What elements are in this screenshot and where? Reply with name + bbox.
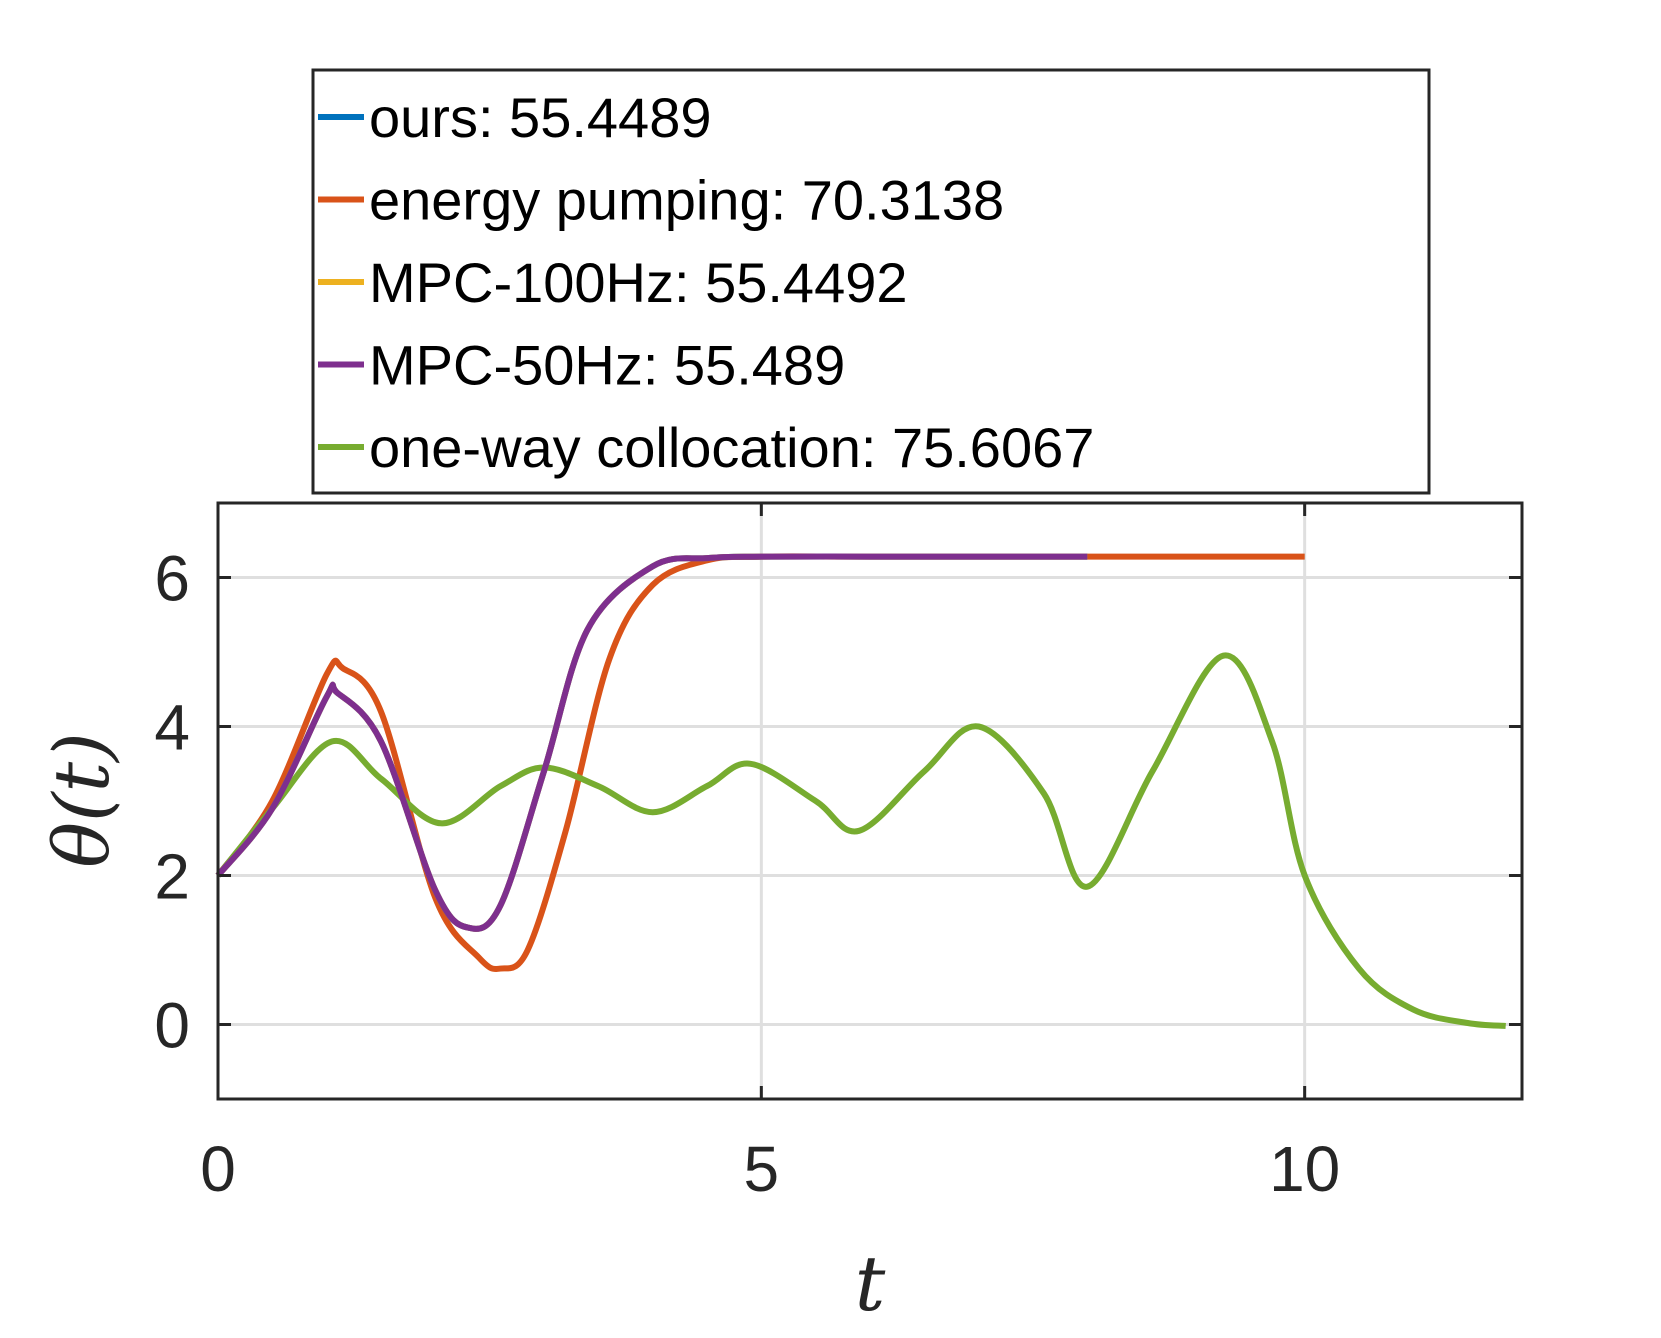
legend-label-4: one-way collocation: 75.6067 xyxy=(369,416,1094,479)
legend: ours: 55.4489 energy pumping: 70.3138 MPC-… xyxy=(318,86,1094,479)
axes-frame xyxy=(216,501,1524,1101)
series-line-4 xyxy=(215,652,1506,1029)
legend-label-2: MPC-100Hz: 55.4492 xyxy=(369,251,908,314)
legend-box xyxy=(311,68,1431,495)
grid xyxy=(218,503,1522,1099)
y-tick-label-2: 4 xyxy=(154,692,190,764)
x-tick-label-0: 0 xyxy=(200,1133,236,1205)
legend-label-0: ours: 55.4489 xyxy=(369,86,711,149)
tick-labels: 0 5 10 0 2 4 6 xyxy=(154,543,1340,1206)
y-tick-label-0: 0 xyxy=(154,990,190,1062)
ticks xyxy=(216,503,1522,1099)
series-layer xyxy=(215,553,1506,1029)
y-tick-label-1: 2 xyxy=(154,841,190,913)
series-line-3 xyxy=(215,553,1088,932)
plot-area xyxy=(218,503,1522,1099)
x-tick-label-1: 5 xyxy=(744,1133,780,1205)
legend-label-1: energy pumping: 70.3138 xyxy=(369,169,1004,232)
y-tick-label-3: 6 xyxy=(154,543,190,615)
x-axis-label: t xyxy=(855,1239,886,1328)
legend-label-3: MPC-50Hz: 55.489 xyxy=(369,334,845,397)
x-tick-label-2: 10 xyxy=(1269,1133,1340,1205)
y-axis-label: θ(t) xyxy=(37,732,126,868)
